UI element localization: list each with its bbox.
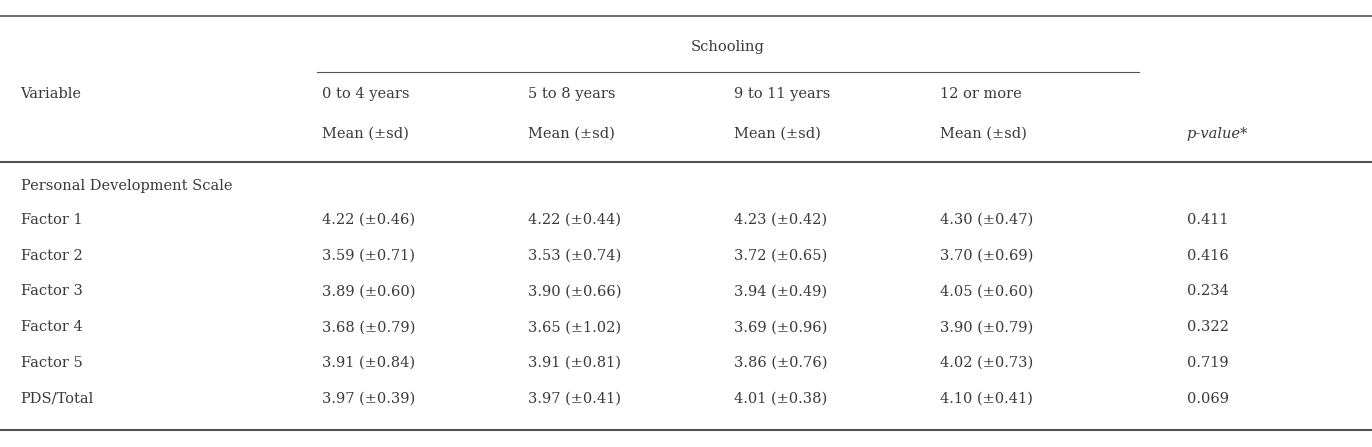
Text: Schooling: Schooling xyxy=(691,40,764,54)
Text: 3.53 (±0.74): 3.53 (±0.74) xyxy=(528,249,622,263)
Text: 3.86 (±0.76): 3.86 (±0.76) xyxy=(734,356,827,370)
Text: 12 or more: 12 or more xyxy=(940,87,1022,101)
Text: 0.719: 0.719 xyxy=(1187,356,1228,370)
Text: Factor 5: Factor 5 xyxy=(21,356,82,370)
Text: 3.90 (±0.66): 3.90 (±0.66) xyxy=(528,284,622,299)
Text: Mean (±sd): Mean (±sd) xyxy=(528,127,615,141)
Text: Mean (±sd): Mean (±sd) xyxy=(940,127,1026,141)
Text: 0.416: 0.416 xyxy=(1187,249,1228,263)
Text: 4.23 (±0.42): 4.23 (±0.42) xyxy=(734,213,827,227)
Text: 3.97 (±0.39): 3.97 (±0.39) xyxy=(322,392,416,406)
Text: 4.22 (±0.46): 4.22 (±0.46) xyxy=(322,213,416,227)
Text: 4.05 (±0.60): 4.05 (±0.60) xyxy=(940,284,1033,299)
Text: 3.69 (±0.96): 3.69 (±0.96) xyxy=(734,320,827,334)
Text: 3.68 (±0.79): 3.68 (±0.79) xyxy=(322,320,416,334)
Text: Personal Development Scale: Personal Development Scale xyxy=(21,178,232,193)
Text: 0.322: 0.322 xyxy=(1187,320,1229,334)
Text: 3.65 (±1.02): 3.65 (±1.02) xyxy=(528,320,622,334)
Text: 3.59 (±0.71): 3.59 (±0.71) xyxy=(322,249,416,263)
Text: 0.411: 0.411 xyxy=(1187,213,1228,227)
Text: 0.069: 0.069 xyxy=(1187,392,1229,406)
Text: 0.234: 0.234 xyxy=(1187,284,1229,299)
Text: 4.30 (±0.47): 4.30 (±0.47) xyxy=(940,213,1033,227)
Text: 4.10 (±0.41): 4.10 (±0.41) xyxy=(940,392,1033,406)
Text: 3.97 (±0.41): 3.97 (±0.41) xyxy=(528,392,622,406)
Text: 9 to 11 years: 9 to 11 years xyxy=(734,87,830,101)
Text: 4.02 (±0.73): 4.02 (±0.73) xyxy=(940,356,1033,370)
Text: 4.22 (±0.44): 4.22 (±0.44) xyxy=(528,213,622,227)
Text: p-value*: p-value* xyxy=(1187,127,1249,141)
Text: 3.90 (±0.79): 3.90 (±0.79) xyxy=(940,320,1033,334)
Text: Mean (±sd): Mean (±sd) xyxy=(322,127,409,141)
Text: 3.91 (±0.84): 3.91 (±0.84) xyxy=(322,356,416,370)
Text: 3.72 (±0.65): 3.72 (±0.65) xyxy=(734,249,827,263)
Text: 0 to 4 years: 0 to 4 years xyxy=(322,87,410,101)
Text: Factor 2: Factor 2 xyxy=(21,249,82,263)
Text: 3.94 (±0.49): 3.94 (±0.49) xyxy=(734,284,827,299)
Text: 3.70 (±0.69): 3.70 (±0.69) xyxy=(940,249,1033,263)
Text: 4.01 (±0.38): 4.01 (±0.38) xyxy=(734,392,827,406)
Text: Factor 3: Factor 3 xyxy=(21,284,82,299)
Text: PDS/Total: PDS/Total xyxy=(21,392,93,406)
Text: 3.89 (±0.60): 3.89 (±0.60) xyxy=(322,284,416,299)
Text: Mean (±sd): Mean (±sd) xyxy=(734,127,820,141)
Text: Factor 4: Factor 4 xyxy=(21,320,82,334)
Text: 3.91 (±0.81): 3.91 (±0.81) xyxy=(528,356,622,370)
Text: Factor 1: Factor 1 xyxy=(21,213,82,227)
Text: 5 to 8 years: 5 to 8 years xyxy=(528,87,616,101)
Text: Variable: Variable xyxy=(21,87,81,101)
